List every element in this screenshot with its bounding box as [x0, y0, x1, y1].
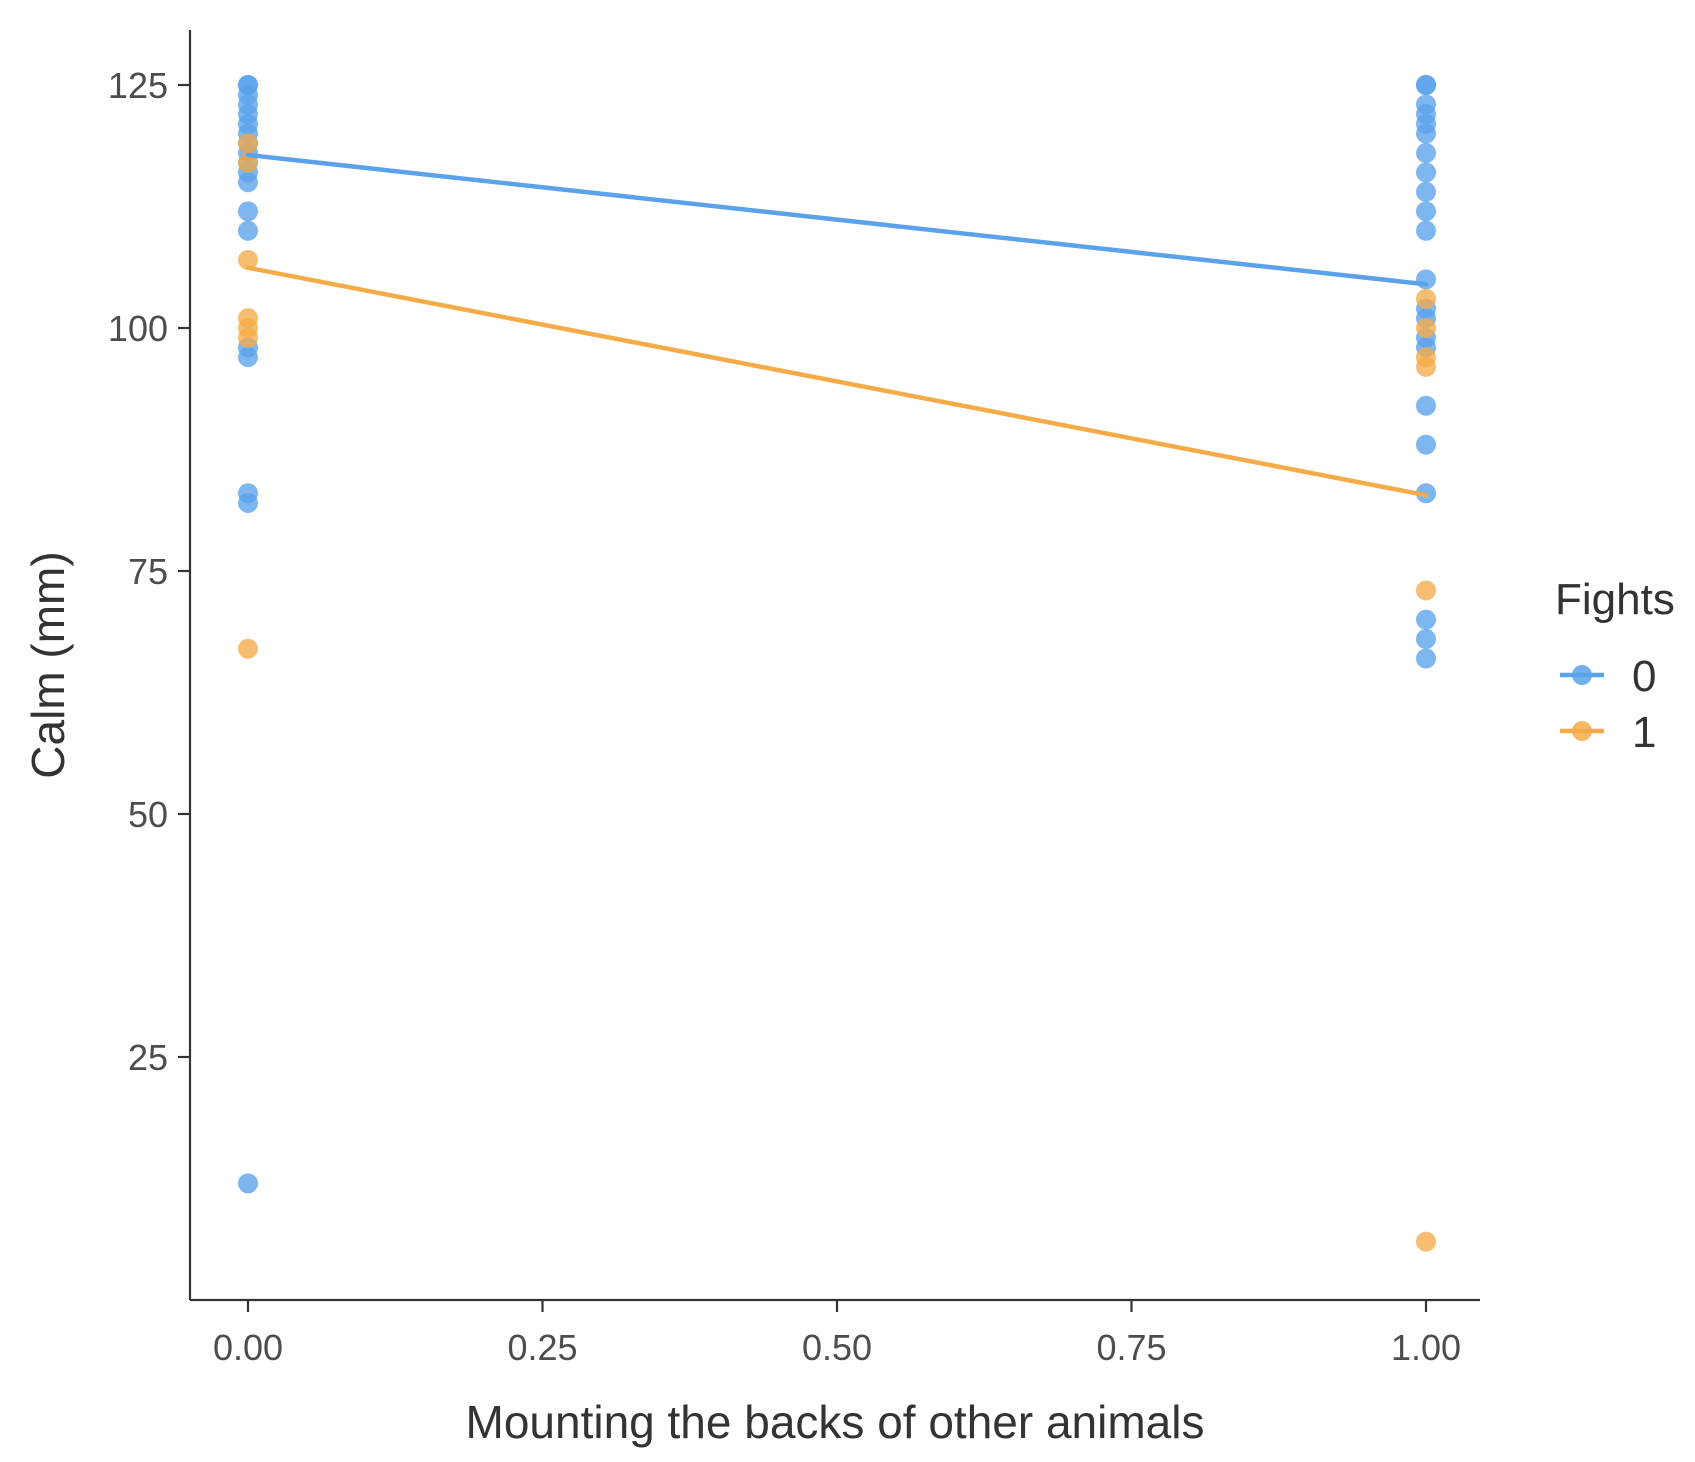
- x-tick-label: 0.25: [507, 1327, 577, 1368]
- data-point: [238, 1173, 258, 1194]
- x-tick-label: 0.75: [1096, 1327, 1166, 1368]
- legend: Fights 01: [1555, 575, 1675, 757]
- y-axis-ticks: 25 50 75 100 125: [108, 65, 190, 1078]
- data-point: [238, 201, 258, 222]
- y-tick-label: 25: [128, 1037, 168, 1078]
- legend-item-1: 1: [1560, 708, 1656, 757]
- data-point: [1416, 1231, 1436, 1252]
- x-axis-ticks: 0.00 0.25 0.50 0.75 1.00: [213, 1300, 1461, 1368]
- y-tick-label: 50: [128, 794, 168, 835]
- x-tick-label: 0.00: [213, 1327, 283, 1368]
- data-point: [1416, 318, 1436, 338]
- data-point: [1416, 220, 1436, 241]
- data-point: [238, 327, 258, 348]
- data-point: [1416, 648, 1436, 669]
- data-point: [238, 492, 258, 513]
- x-tick-label: 0.50: [802, 1327, 872, 1368]
- data-point: [1416, 434, 1436, 455]
- data-point: [1416, 580, 1436, 601]
- y-tick-label: 100: [108, 308, 168, 349]
- legend-key-point: [1572, 721, 1592, 741]
- data-point: [238, 220, 258, 241]
- data-point: [1416, 288, 1436, 309]
- data-point: [238, 638, 258, 659]
- data-point: [1416, 201, 1436, 222]
- series-1-trend-line: [245, 265, 1429, 498]
- y-axis-title: Calm (mm): [22, 551, 74, 778]
- data-point: [238, 347, 258, 368]
- y-tick-label: 75: [128, 551, 168, 592]
- data-point: [238, 249, 258, 270]
- series-0-trend-line: [245, 152, 1429, 287]
- data-point: [1416, 181, 1436, 202]
- legend-title: Fights: [1555, 575, 1675, 624]
- data-point: [1416, 395, 1436, 416]
- x-axis-title: Mounting the backs of other animals: [466, 1396, 1205, 1448]
- data-point: [238, 133, 258, 154]
- data-point: [1416, 162, 1436, 183]
- legend-item-0: 0: [1560, 652, 1656, 701]
- data-point: [1416, 609, 1436, 630]
- data-point: [1416, 143, 1436, 164]
- legend-label: 1: [1632, 708, 1656, 757]
- data-point: [1416, 629, 1436, 650]
- legend-items: 01: [1560, 652, 1656, 757]
- x-tick-label: 1.00: [1391, 1327, 1461, 1368]
- series-0-points: [238, 75, 1436, 1194]
- legend-key-point: [1572, 665, 1592, 685]
- data-point: [1416, 123, 1436, 144]
- data-point: [1416, 356, 1436, 377]
- plot-area: [238, 75, 1436, 1252]
- data-point: [1416, 75, 1436, 95]
- legend-label: 0: [1632, 652, 1656, 701]
- data-point: [238, 172, 258, 193]
- y-tick-label: 125: [108, 65, 168, 106]
